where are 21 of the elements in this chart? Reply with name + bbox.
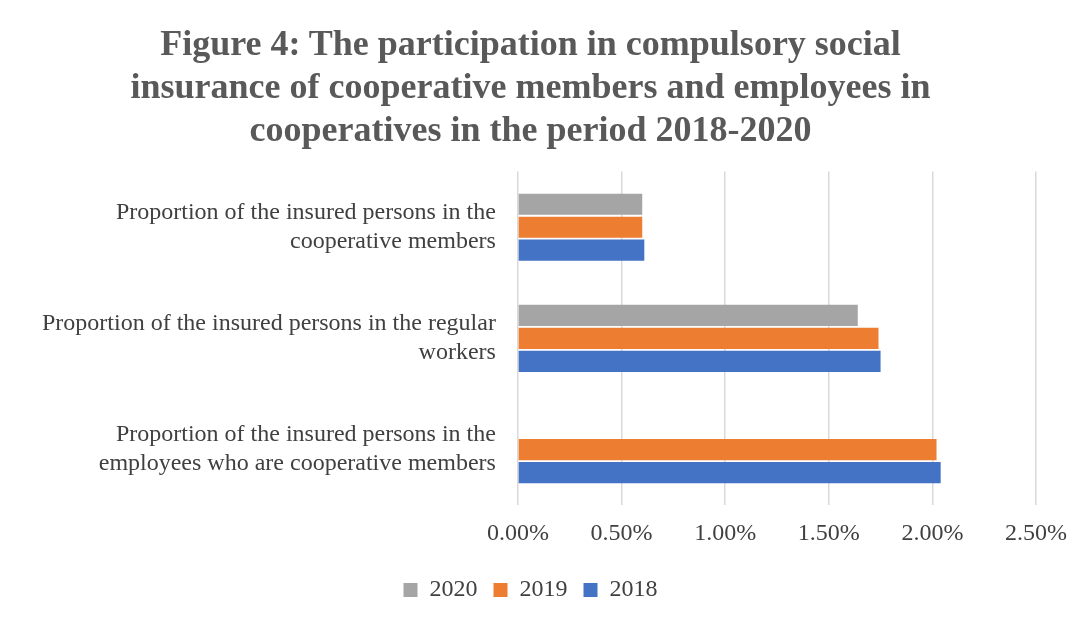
bar — [518, 239, 645, 261]
y-tick-label: Proportion of the insured persons in the regular workers — [42, 309, 496, 365]
y-tick-label: Proportion of the insured persons in the cooperative members — [115, 198, 496, 253]
x-tick-label: 0.00% — [486, 518, 549, 545]
x-tick-label: 2.50% — [1005, 518, 1067, 545]
bar — [518, 304, 858, 326]
x-tick-label: 1.00% — [694, 518, 757, 545]
legend-label: 2020 — [429, 575, 478, 602]
bar — [518, 439, 937, 461]
x-tick-label: 2.00% — [901, 518, 964, 545]
bar — [518, 216, 643, 238]
bar — [518, 350, 881, 372]
legend-label: 2019 — [519, 575, 568, 602]
x-tick-label: 1.50% — [797, 518, 860, 545]
bar — [518, 193, 643, 215]
bar — [518, 462, 941, 484]
bar — [518, 327, 879, 349]
chart-title: Figure 4: The participation in compulsory social insurance of cooperative members and employees in cooperatives in the period 2018-2020 — [130, 22, 931, 150]
legend-label: 2018 — [609, 575, 658, 602]
x-tick-label: 0.50% — [590, 518, 653, 545]
y-tick-label: Proportion of the insured persons in the employees who are cooperative members — [98, 420, 496, 476]
